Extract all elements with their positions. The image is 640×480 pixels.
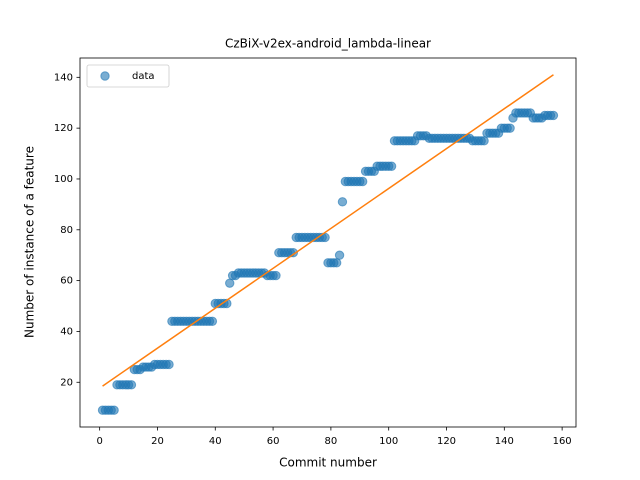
data-point <box>207 316 218 326</box>
legend-marker <box>100 71 110 81</box>
y-tick-label: 40 <box>60 326 73 337</box>
y-tick-label: 20 <box>60 377 73 388</box>
axes-frame <box>79 57 577 428</box>
x-tick-label: 60 <box>267 436 280 447</box>
data-point <box>164 359 174 370</box>
y-tick-label: 140 <box>54 72 73 83</box>
y-axis-label: Number of instance of a feature <box>23 146 37 338</box>
chart-title: CzBiX-v2ex-android_lambda-linear <box>225 37 431 51</box>
fit-line <box>102 74 554 387</box>
x-tick-label: 160 <box>553 436 572 447</box>
data-point <box>548 110 559 121</box>
y-tick-label: 80 <box>60 225 73 236</box>
x-tick-label: 140 <box>495 436 514 447</box>
legend-label: data <box>132 71 155 82</box>
x-tick-label: 80 <box>325 436 338 447</box>
x-tick-label: 0 <box>96 436 102 447</box>
data-point <box>357 176 368 187</box>
x-tick-label: 20 <box>151 436 164 447</box>
data-point <box>334 250 345 260</box>
data-point <box>126 380 137 390</box>
y-tick-label: 60 <box>60 276 73 287</box>
data-point <box>337 197 348 207</box>
data-point <box>386 161 397 171</box>
data-point <box>271 270 281 281</box>
data-point <box>109 405 119 415</box>
data-point <box>288 247 299 258</box>
legend-box <box>86 64 170 88</box>
x-tick-label: 100 <box>379 436 398 447</box>
y-tick-label: 120 <box>54 123 73 134</box>
x-axis-label: Commit number <box>279 456 377 470</box>
y-tick-label: 100 <box>54 174 73 185</box>
x-tick-label: 40 <box>209 436 222 447</box>
x-tick-label: 120 <box>437 436 456 447</box>
data-point <box>505 123 515 133</box>
